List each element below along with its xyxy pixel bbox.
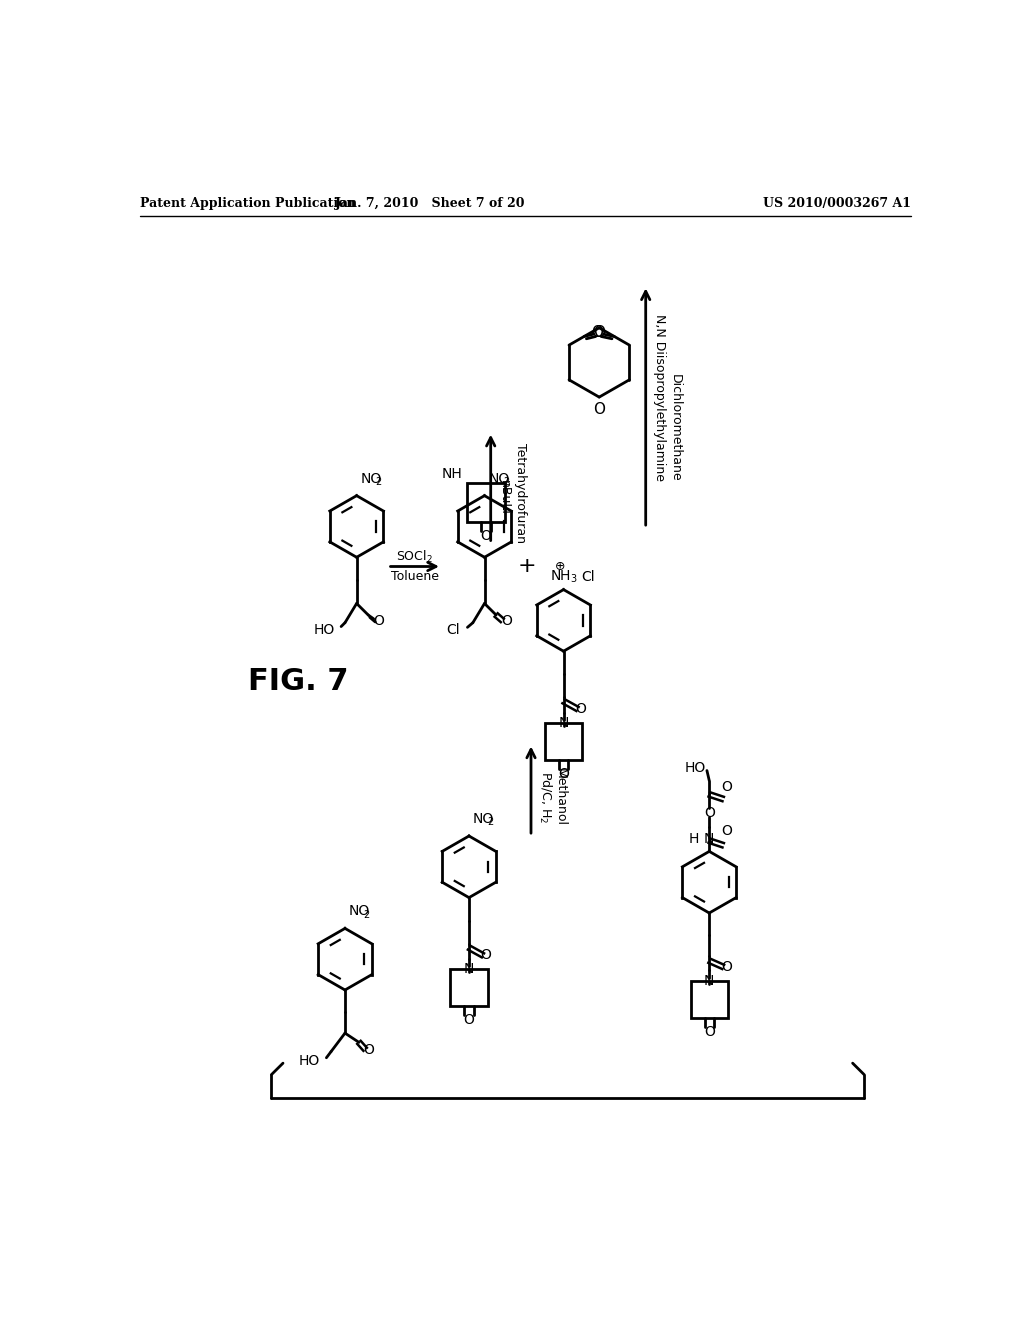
Text: O: O — [373, 614, 384, 628]
Text: O: O — [480, 948, 492, 962]
Text: 2: 2 — [487, 817, 494, 828]
Text: O: O — [721, 825, 732, 838]
Text: O: O — [721, 960, 732, 974]
Text: O: O — [703, 807, 715, 820]
Text: HO: HO — [313, 623, 335, 638]
Text: N: N — [464, 962, 474, 977]
Text: Tetrahydrofuran: Tetrahydrofuran — [514, 444, 526, 544]
Bar — [545, 723, 583, 760]
Text: NO: NO — [488, 471, 510, 486]
Text: HO: HO — [299, 1053, 321, 1068]
Text: +: + — [518, 557, 537, 577]
Text: N,N Diisopropylethylamine: N,N Diisopropylethylamine — [653, 314, 667, 480]
Text: Toluene: Toluene — [391, 570, 438, 583]
Text: NO: NO — [473, 812, 495, 826]
Text: N: N — [705, 832, 715, 846]
Text: Pd/C, H$_2$: Pd/C, H$_2$ — [537, 771, 553, 824]
Text: $\oplus$: $\oplus$ — [554, 560, 565, 573]
Text: US 2010/0003267 A1: US 2010/0003267 A1 — [763, 197, 910, 210]
Text: O: O — [362, 1043, 374, 1057]
Text: O: O — [558, 767, 569, 780]
Text: O: O — [594, 325, 605, 341]
Text: O: O — [703, 1024, 715, 1039]
Text: NH: NH — [442, 467, 463, 480]
Text: NO: NO — [349, 904, 370, 919]
Text: O: O — [591, 325, 603, 341]
Text: O: O — [575, 702, 586, 715]
Text: 2: 2 — [364, 909, 370, 920]
Text: N: N — [558, 715, 568, 730]
Text: Methanol: Methanol — [554, 768, 567, 826]
Bar — [451, 969, 487, 1006]
Text: Patent Application Publication: Patent Application Publication — [139, 197, 355, 210]
Text: O: O — [464, 1012, 474, 1027]
Text: NH$_3$: NH$_3$ — [550, 569, 578, 586]
Text: Cl: Cl — [446, 623, 460, 638]
Text: SOCl$_2$: SOCl$_2$ — [396, 549, 433, 565]
Text: FIG. 7: FIG. 7 — [248, 668, 348, 697]
Text: Dichloromethane: Dichloromethane — [669, 374, 682, 482]
Text: Jan. 7, 2010   Sheet 7 of 20: Jan. 7, 2010 Sheet 7 of 20 — [335, 197, 525, 210]
Bar — [467, 483, 506, 521]
Text: nBuLi: nBuLi — [498, 479, 511, 515]
Text: 2: 2 — [503, 477, 509, 487]
Text: HO: HO — [684, 762, 706, 775]
Text: O: O — [721, 780, 732, 793]
Text: NO: NO — [360, 471, 382, 486]
Text: O: O — [593, 401, 605, 417]
Text: O: O — [480, 529, 492, 543]
Text: 2: 2 — [375, 477, 382, 487]
Text: H: H — [688, 832, 699, 846]
Text: Cl: Cl — [582, 570, 595, 585]
Bar — [690, 981, 728, 1018]
Text: N: N — [705, 974, 715, 987]
Text: O: O — [501, 614, 512, 628]
